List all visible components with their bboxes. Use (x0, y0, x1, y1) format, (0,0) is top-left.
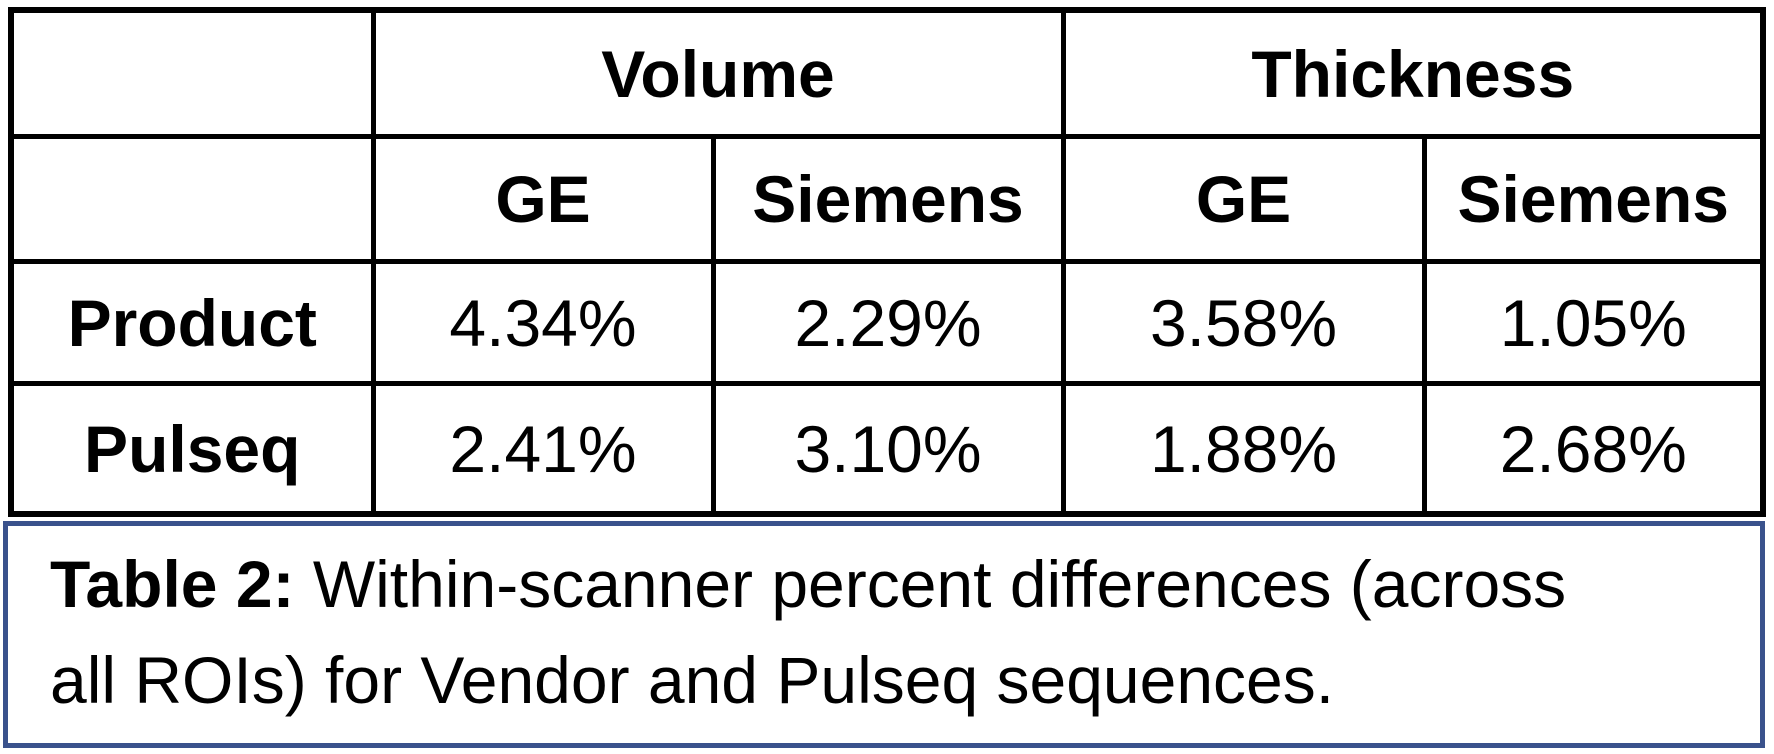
corner-cell (8, 134, 376, 264)
sub-header-volume-ge: GE (370, 134, 716, 264)
sub-header-row: GE Siemens GE Siemens (8, 134, 1766, 264)
table-row-pulseq: Pulseq 2.41% 3.10% 1.88% 2.68% (8, 381, 1766, 517)
data-cell: 2.29% (710, 259, 1066, 386)
table-row-product: Product 4.34% 2.29% 3.58% 1.05% (8, 259, 1766, 386)
row-label-pulseq: Pulseq (8, 381, 376, 517)
group-header-volume: Volume (370, 7, 1066, 139)
sub-header-volume-siemens: Siemens (710, 134, 1066, 264)
group-header-row: Volume Thickness (8, 7, 1766, 139)
data-cell: 2.68% (1421, 381, 1766, 517)
row-label-product: Product (8, 259, 376, 386)
data-cell: 1.05% (1421, 259, 1766, 386)
data-cell: 3.10% (710, 381, 1066, 517)
data-cell: 2.41% (370, 381, 716, 517)
sub-header-thickness-siemens: Siemens (1421, 134, 1766, 264)
caption-heading: Table 2: (50, 547, 295, 621)
data-cell: 3.58% (1060, 259, 1427, 386)
corner-cell (8, 7, 376, 139)
results-table: Volume Thickness GE Siemens GE Siemens P… (8, 7, 1767, 517)
caption-text: Within-scanner percent differences (acro… (50, 547, 1567, 717)
sub-header-thickness-ge: GE (1060, 134, 1427, 264)
data-cell: 4.34% (370, 259, 716, 386)
table-caption: Table 2: Within-scanner percent differen… (8, 526, 1610, 728)
group-header-thickness: Thickness (1060, 7, 1766, 139)
caption-box: Table 2: Within-scanner percent differen… (3, 521, 1765, 748)
data-cell: 1.88% (1060, 381, 1427, 517)
